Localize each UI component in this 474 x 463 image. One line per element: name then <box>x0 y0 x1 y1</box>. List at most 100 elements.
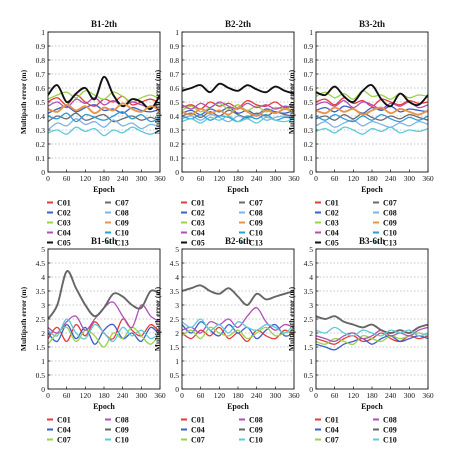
chart-title: B2-2th <box>225 19 251 29</box>
chart-panel: B2-6th 0 0.5 1 1.5 2 2.5 3 3.5 4 4.5 5 0 60 120 180 240 3… <box>153 236 300 445</box>
y-tick-label: 2.5 <box>170 315 180 324</box>
series-line-c07 <box>48 326 160 348</box>
y-tick-label: 1 <box>175 357 179 366</box>
y-tick-label: 4.5 <box>170 259 180 268</box>
legend-label: C01 <box>325 199 339 208</box>
y-tick-label: 2 <box>175 329 179 338</box>
legend-label: C08 <box>115 209 129 218</box>
series-line-c04 <box>182 321 294 340</box>
y-tick-label: 2 <box>309 329 313 338</box>
series-group <box>48 270 160 348</box>
y-tick-label: 0.4 <box>304 112 314 121</box>
series-line-c09 <box>316 106 428 116</box>
y-tick-label: 0.8 <box>170 56 180 65</box>
series-line-c08 <box>182 307 294 334</box>
legend-label: C08 <box>249 416 263 425</box>
series-line-c08 <box>182 113 294 123</box>
y-tick-label: 1 <box>41 28 45 37</box>
y-tick-label: 0.5 <box>170 371 180 380</box>
x-tick-label: 360 <box>154 391 166 400</box>
x-tick-label: 120 <box>348 391 360 400</box>
series-line-c07 <box>316 112 428 121</box>
x-tick-label: 360 <box>288 174 300 183</box>
plot-frame <box>47 31 161 173</box>
legend-label: C02 <box>191 209 205 218</box>
x-tick-label: 60 <box>63 391 71 400</box>
y-tick-label: 0.6 <box>170 84 180 93</box>
legend-label: C10 <box>249 229 263 238</box>
x-tick-label: 120 <box>80 391 92 400</box>
chart-panel: B3-2th 0 0.1 0.2 0.3 0.4 0.5 0.6 0.7 0.8 0.9 1 0 60 12… <box>287 19 434 248</box>
y-tick-label: 0.1 <box>36 154 46 163</box>
series-line-c04 <box>48 323 160 345</box>
legend-label: C01 <box>57 416 71 425</box>
x-axis-label: Epoch <box>93 402 115 411</box>
plot-frame <box>315 248 429 390</box>
x-tick-label: 240 <box>117 174 129 183</box>
series-line-c05 <box>316 83 428 108</box>
y-tick-label: 3.5 <box>170 287 180 296</box>
y-tick-label: 1 <box>41 357 45 366</box>
y-tick-label: 0.3 <box>170 126 180 135</box>
chart-panel: B3-6th 0 0.5 1 1.5 2 2.5 3 3.5 4 4.5 5 0 60 120 180 240 3… <box>287 236 434 445</box>
legend-label: C07 <box>325 436 339 445</box>
x-tick-label: 120 <box>80 174 92 183</box>
legend-label: C08 <box>383 416 397 425</box>
series-line-c13 <box>182 115 294 124</box>
x-tick-label: 120 <box>214 174 226 183</box>
series-line-c13 <box>48 126 160 137</box>
y-tick-label: 0.8 <box>36 56 46 65</box>
legend-label: C10 <box>115 229 129 238</box>
y-tick-label: 0.2 <box>304 140 314 149</box>
y-tick-label: 0 <box>41 385 45 394</box>
y-tick-label: 1 <box>175 28 179 37</box>
series-line-c08 <box>316 119 428 128</box>
x-tick-label: 180 <box>98 174 110 183</box>
y-tick-label: 0.5 <box>304 98 314 107</box>
legend-label: C07 <box>383 199 397 208</box>
legend-label: C04 <box>325 426 339 435</box>
legend-label: C07 <box>191 436 205 445</box>
y-tick-label: 2.5 <box>36 315 46 324</box>
series-line-c10 <box>182 318 294 334</box>
x-axis-label: Epoch <box>227 185 249 194</box>
x-tick-label: 300 <box>136 174 148 183</box>
x-tick-label: 60 <box>331 174 339 183</box>
y-tick-label: 0.6 <box>304 84 314 93</box>
x-tick-label: 60 <box>197 174 205 183</box>
legend-label: C09 <box>115 219 129 228</box>
y-tick-label: 5 <box>309 245 313 254</box>
legend-label: C01 <box>57 199 71 208</box>
x-tick-label: 60 <box>331 391 339 400</box>
x-axis-label: Epoch <box>361 402 383 411</box>
legend-label: C03 <box>191 219 205 228</box>
series-line-c09 <box>48 270 160 320</box>
y-tick-label: 0.7 <box>170 70 180 79</box>
y-tick-label: 1 <box>309 28 313 37</box>
legend-label: C09 <box>249 219 263 228</box>
y-tick-label: 0.9 <box>170 42 180 51</box>
series-line-c01 <box>316 97 428 107</box>
y-tick-label: 0 <box>175 168 179 177</box>
chart-title: B2-6th <box>225 236 251 246</box>
series-line-c03 <box>316 90 428 100</box>
legend-label: C09 <box>383 426 397 435</box>
plot-frame <box>315 31 429 173</box>
legend-label: C01 <box>325 416 339 425</box>
y-axis-label: Multipath error (m) <box>19 69 28 134</box>
y-tick-label: 3 <box>41 301 45 310</box>
y-tick-label: 0.1 <box>170 154 180 163</box>
x-tick-label: 180 <box>366 174 378 183</box>
y-tick-label: 0.1 <box>304 154 314 163</box>
legend-label: C07 <box>249 199 263 208</box>
series-line-c09 <box>182 284 294 306</box>
x-tick-label: 360 <box>154 174 166 183</box>
y-tick-label: 0.2 <box>170 140 180 149</box>
series-line-c03 <box>182 102 294 113</box>
y-tick-label: 0.4 <box>36 112 46 121</box>
legend-label: C08 <box>115 416 129 425</box>
chart-panel: B1-6th 0 0.5 1 1.5 2 2.5 3 3.5 4 4.5 5 0 60 120 180 240 3… <box>19 236 166 445</box>
y-tick-label: 0.5 <box>304 371 314 380</box>
x-tick-label: 240 <box>251 174 263 183</box>
